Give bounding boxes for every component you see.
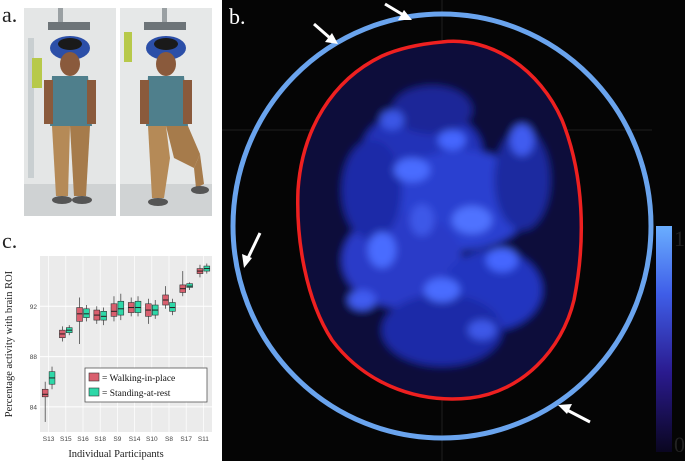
box [117, 300, 125, 316]
brain-activity-map [222, 0, 685, 461]
x-tick-label: S18 [94, 436, 106, 443]
x-tick-label: S17 [180, 436, 192, 443]
panel-label-c: c. [2, 228, 18, 253]
x-tick-label: S16 [77, 436, 89, 443]
x-tick-label: S13 [43, 436, 55, 443]
panel-label-a: a. [2, 2, 18, 27]
photo-walking [120, 8, 212, 216]
x-tick-labels: S13 S15 S16 S18 S9 S14 S10 S8 S17 S11 [43, 436, 210, 443]
box [76, 307, 83, 322]
box [41, 388, 49, 398]
box [110, 303, 118, 317]
x-tick-label: S15 [60, 436, 72, 443]
x-tick-label: S10 [146, 436, 158, 443]
legend-swatch-standing [88, 387, 100, 397]
x-tick-label: S11 [198, 436, 209, 443]
panel-label-b: b. [229, 4, 246, 29]
x-tick-label: S8 [165, 436, 173, 443]
y-tick-label: 88 [30, 354, 38, 361]
brain-roi-outline [296, 39, 583, 401]
y-tick-label: 92 [30, 304, 38, 311]
x-axis-label: Individual Participants [68, 449, 163, 460]
legend-label-standing: = Standing-at-rest [102, 389, 171, 399]
box [186, 283, 193, 288]
colorbar-min-label: 0 [674, 432, 685, 457]
x-tick-label: S9 [113, 436, 121, 443]
participant-photos [24, 8, 212, 216]
box [169, 302, 176, 312]
box-series [41, 263, 211, 422]
colorbar [656, 226, 672, 452]
photo-standing [24, 8, 116, 216]
box [83, 308, 90, 318]
boxplot-chart: 84 88 92 S13 S15 S16 S18 S9 S14 S10 S8 S17 S11 Perc… [4, 256, 212, 460]
box [134, 300, 142, 313]
gridlines [40, 256, 212, 432]
box [100, 311, 107, 321]
arrow-markers [242, 2, 591, 424]
y-tick-label: 84 [30, 404, 38, 411]
legend: = Walking-in-place = Standing-at-rest [84, 367, 208, 403]
x-tick-label: S14 [129, 436, 141, 443]
legend-swatch-walking [88, 372, 100, 382]
head-boundary-circle [230, 11, 654, 441]
y-axis-label: Percentage activity with brain ROI [4, 270, 15, 417]
legend-label-walking: = Walking-in-place [102, 374, 175, 384]
activation-blobs [297, 41, 582, 399]
colorbar-max-label: 1 [674, 226, 685, 251]
y-tick-labels: 84 88 92 [30, 304, 38, 412]
